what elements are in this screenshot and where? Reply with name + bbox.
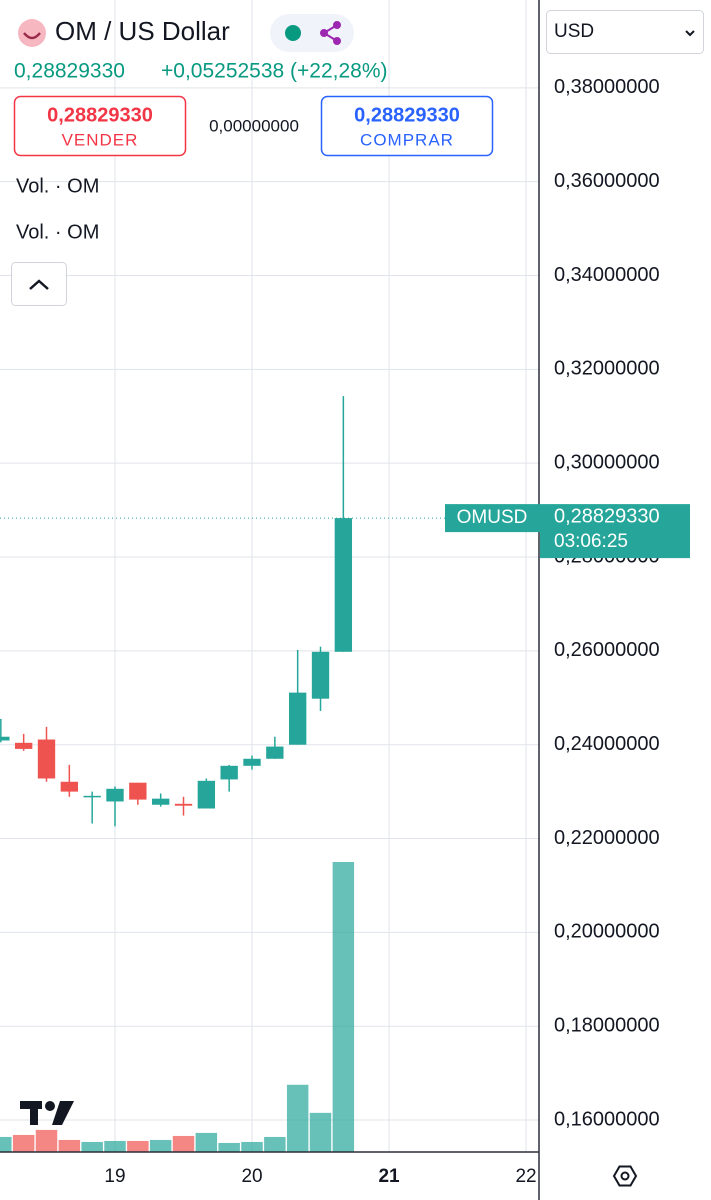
candle-body xyxy=(266,746,284,759)
volume-bar xyxy=(104,1140,126,1152)
volume-bar xyxy=(81,1141,103,1152)
settings-icon[interactable] xyxy=(612,1165,638,1187)
volume-bar xyxy=(58,1139,81,1152)
candle-body xyxy=(37,739,56,779)
y-tick-label: 0,34000000 xyxy=(554,264,660,286)
candle-body xyxy=(0,736,10,741)
volume-bar xyxy=(149,1139,172,1152)
candle-body xyxy=(60,781,79,792)
chevron-up xyxy=(29,279,49,290)
volume-bar xyxy=(12,1134,35,1152)
y-tick-label: 0,38000000 xyxy=(554,76,660,98)
volume-bar xyxy=(332,862,355,1152)
logo-mark xyxy=(23,32,41,40)
last-price-box xyxy=(540,504,690,559)
header-change: +0,05252538 (+22,28%) xyxy=(161,60,388,83)
buy-button[interactable] xyxy=(320,95,494,157)
buy-price: 0,28829330 xyxy=(354,104,460,126)
volume-bar xyxy=(264,1136,286,1152)
sell-button[interactable] xyxy=(13,95,187,157)
candle-body xyxy=(311,651,330,699)
volume-bar xyxy=(172,1135,195,1152)
candle-body xyxy=(106,788,124,802)
status-pill[interactable] xyxy=(270,14,354,52)
x-tick-label: 21 xyxy=(378,1166,400,1187)
market-open-dot xyxy=(285,25,301,41)
x-tick-label: 22 xyxy=(515,1166,536,1187)
sell-label: VENDER xyxy=(62,130,139,149)
volume-bar xyxy=(309,1112,332,1152)
indicator-legend[interactable]: Vol. · OM xyxy=(16,221,99,243)
currency-select[interactable] xyxy=(546,10,704,54)
buy-label: COMPRAR xyxy=(360,130,454,149)
candle-body xyxy=(14,742,33,749)
y-tick-label: 0,24000000 xyxy=(554,733,660,755)
y-tick-label: 0,26000000 xyxy=(554,639,660,661)
collapse-button[interactable] xyxy=(11,262,67,306)
volume-bar xyxy=(218,1142,240,1152)
axes: 0,16000000 0,18000000 0,20000000 0,22000000… xyxy=(104,76,690,1187)
y-tick-label: 0,20000000 xyxy=(554,921,660,943)
currency: USD xyxy=(554,21,594,42)
symbol-title: OM / US Dollar xyxy=(55,16,230,46)
y-tick-label: 0,32000000 xyxy=(554,358,660,380)
volume-bar xyxy=(286,1084,309,1152)
candle-body xyxy=(243,758,261,766)
candle-body xyxy=(220,765,238,780)
candle-body xyxy=(174,803,193,806)
indicator-legend[interactable]: Vol. · OM xyxy=(16,175,99,197)
candle-body xyxy=(129,782,147,800)
grid xyxy=(0,0,540,1152)
candle-body xyxy=(151,798,170,805)
volume-layer xyxy=(0,862,355,1152)
last-price-label: 0,28829330 xyxy=(554,505,660,527)
y-tick-label: 0,16000000 xyxy=(554,1108,660,1130)
spread: 0,00000000 xyxy=(209,116,299,135)
x-tick-label: 19 xyxy=(104,1166,125,1187)
symbol-label-box xyxy=(445,504,540,533)
countdown: 03:06:25 xyxy=(554,531,628,552)
candle-body xyxy=(288,692,307,745)
volume-bar xyxy=(241,1141,263,1152)
volume-bar xyxy=(35,1129,58,1152)
dropdown-arrow xyxy=(685,30,695,37)
candle-body xyxy=(83,795,101,798)
logo-icon xyxy=(18,19,46,47)
share-icon xyxy=(320,21,341,45)
y-tick-label: 0,30000000 xyxy=(554,451,660,473)
sell-price: 0,28829330 xyxy=(47,104,153,126)
candle-body xyxy=(334,518,353,652)
volume-bar xyxy=(0,1136,12,1152)
candle-layer xyxy=(0,396,540,827)
header-price: 0,28829330 xyxy=(14,60,125,83)
y-tick-label: 0,22000000 xyxy=(554,827,660,849)
tradingview-logo xyxy=(20,1101,74,1125)
volume-bar xyxy=(195,1132,218,1152)
y-tick-label: 0,18000000 xyxy=(554,1014,660,1036)
y-tick-label: 0,36000000 xyxy=(554,170,660,192)
volume-bar xyxy=(127,1140,149,1152)
symbol-label: OMUSD xyxy=(457,507,528,528)
candle-body xyxy=(197,780,216,809)
x-tick-label: 20 xyxy=(241,1166,262,1187)
